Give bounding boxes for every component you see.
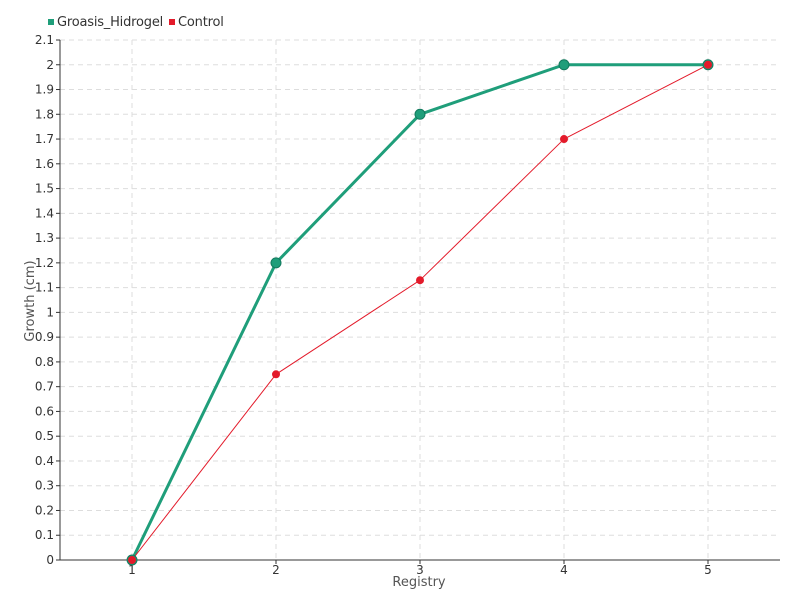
y-axis-ticks: 0 0.1 0.2 0.3 0.4 0.5 0.6 0.7 0.8 0.9 1 1.1 1.2 1.3 1.…: [35, 33, 60, 567]
y-tick-label: 0: [46, 553, 54, 567]
legend-swatch-icon: [169, 19, 176, 25]
y-tick-label: 1.2: [35, 256, 54, 270]
y-tick-label: 0.1: [35, 528, 54, 542]
legend-label: Control: [178, 14, 224, 30]
y-tick-label: 0.5: [35, 429, 54, 443]
y-tick-label: 1.3: [35, 231, 54, 245]
y-tick-label: 0.7: [35, 380, 54, 394]
x-axis-title: Registry: [392, 575, 446, 590]
legend: Groasis_Hidrogel Control: [48, 12, 224, 32]
data-point-control: [560, 135, 568, 144]
y-tick-label: 0.2: [35, 503, 54, 517]
y-tick-label: 1.5: [35, 182, 54, 196]
y-axis-title: Growth (cm): [23, 260, 38, 341]
data-point-control: [128, 556, 136, 564]
y-tick-label: 1.4: [35, 206, 54, 220]
legend-label: Groasis_Hidrogel: [57, 14, 164, 30]
data-point-groasis-hidrogel: [558, 59, 570, 71]
y-tick-label: 0.9: [35, 330, 54, 344]
y-tick-label: 0.3: [35, 479, 54, 493]
x-tick-label: 5: [704, 563, 712, 577]
y-tick-label: 0.8: [35, 355, 54, 369]
legend-item-groasis[interactable]: Groasis_Hidrogel: [48, 15, 163, 30]
x-tick-label: 4: [560, 563, 568, 577]
data-point-groasis-hidrogel: [270, 257, 282, 269]
y-tick-label: 0.6: [35, 404, 54, 418]
y-tick-label: 2.1: [35, 33, 54, 47]
y-tick-label: 0.4: [35, 454, 54, 468]
legend-item-control[interactable]: Control: [169, 15, 224, 30]
series-layer: [126, 59, 714, 566]
y-tick-label: 1.1: [35, 281, 54, 295]
data-point-control: [416, 276, 424, 285]
y-tick-label: 1.7: [35, 132, 54, 146]
x-tick-label: 2: [272, 563, 280, 577]
y-tick-label: 1.8: [35, 107, 54, 121]
data-point-control: [704, 60, 712, 69]
data-point-control: [272, 370, 280, 379]
x-tick-label: 3: [416, 563, 424, 577]
y-tick-label: 2: [46, 58, 54, 72]
y-tick-label: 1.6: [35, 157, 54, 171]
data-point-groasis-hidrogel: [414, 108, 426, 120]
grid: [60, 39, 780, 560]
x-tick-label: 1: [128, 563, 136, 577]
legend-swatch-icon: [48, 19, 54, 25]
y-tick-label: 1.9: [35, 83, 54, 97]
y-tick-label: 1: [46, 305, 54, 319]
